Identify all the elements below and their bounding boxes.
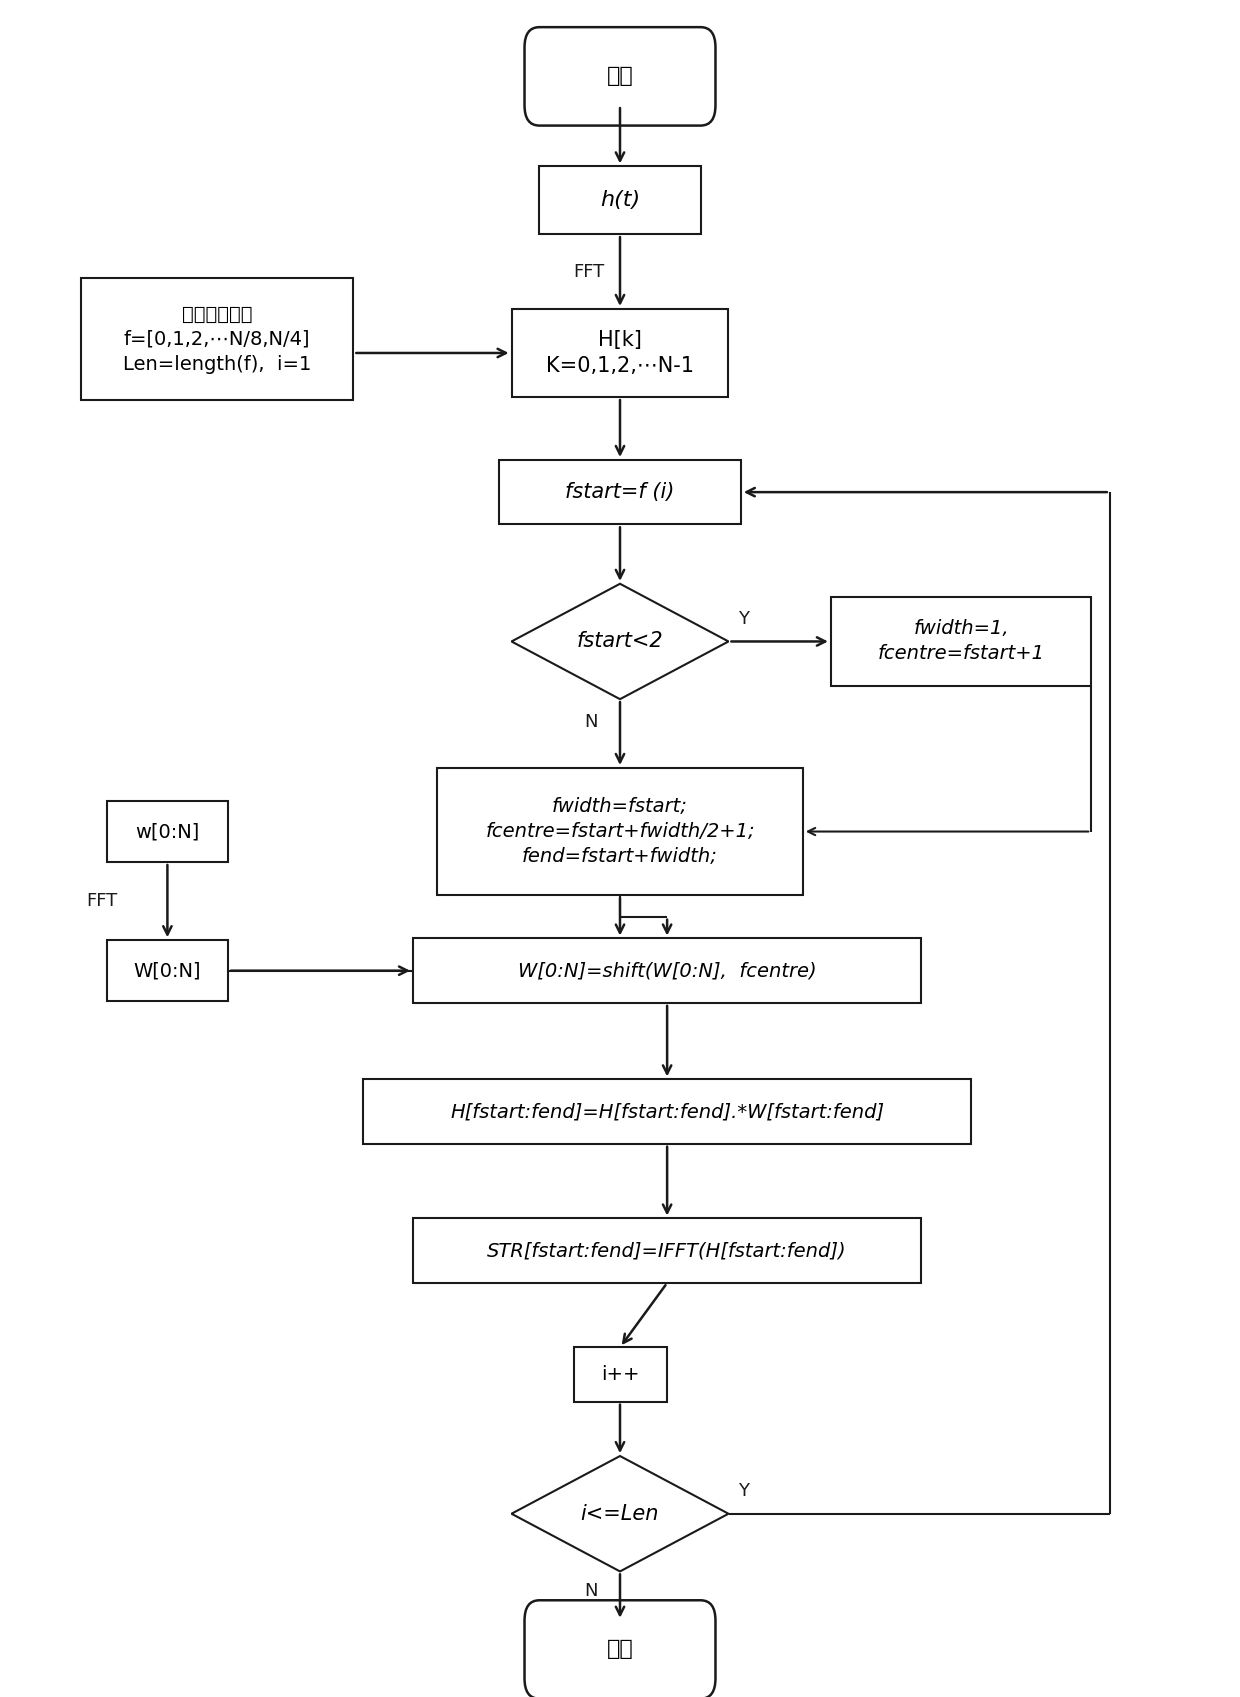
Text: 倍频采样频率
f=[0,1,2,⋯N/8,N/4]
Len=length(f),  i=1: 倍频采样频率 f=[0,1,2,⋯N/8,N/4] Len=length(f),…	[123, 305, 311, 373]
Text: h(t): h(t)	[600, 190, 640, 210]
Text: N: N	[584, 1582, 598, 1600]
Text: 结束: 结束	[606, 1639, 634, 1660]
Text: FFT: FFT	[573, 263, 605, 280]
Text: i<=Len: i<=Len	[580, 1504, 660, 1524]
Text: Y: Y	[739, 609, 749, 628]
Bar	[539, 166, 701, 234]
Text: STR[fstart:fend]=IFFT(H[fstart:fend]): STR[fstart:fend]=IFFT(H[fstart:fend])	[487, 1241, 847, 1261]
Bar	[81, 278, 353, 400]
FancyBboxPatch shape	[525, 1600, 715, 1697]
Bar	[413, 1218, 921, 1283]
Bar	[438, 767, 802, 896]
Bar	[413, 938, 921, 1003]
Bar	[573, 1347, 667, 1402]
Bar	[831, 597, 1091, 686]
Bar	[498, 460, 740, 524]
Text: i++: i++	[600, 1364, 640, 1385]
Text: fwidth=1,
fcentre=fstart+1: fwidth=1, fcentre=fstart+1	[878, 619, 1044, 664]
Bar	[107, 940, 228, 1001]
FancyBboxPatch shape	[525, 27, 715, 126]
Text: H[fstart:fend]=H[fstart:fend].*W[fstart:fend]: H[fstart:fend]=H[fstart:fend].*W[fstart:…	[450, 1101, 884, 1122]
Text: N: N	[584, 713, 598, 731]
Text: fwidth=fstart;
fcentre=fstart+fwidth/2+1;
fend=fstart+fwidth;: fwidth=fstart; fcentre=fstart+fwidth/2+1…	[485, 798, 755, 865]
Polygon shape	[511, 1456, 729, 1571]
Text: 开始: 开始	[606, 66, 634, 87]
Text: W[0:N]: W[0:N]	[134, 961, 201, 981]
Polygon shape	[511, 584, 729, 699]
Bar	[511, 309, 728, 397]
Text: w[0:N]: w[0:N]	[135, 821, 200, 842]
Text: FFT: FFT	[86, 893, 118, 910]
Text: fstart<2: fstart<2	[577, 631, 663, 652]
Bar	[363, 1079, 971, 1144]
Text: W[0:N]=shift(W[0:N],  fcentre): W[0:N]=shift(W[0:N], fcentre)	[518, 961, 816, 981]
Text: Y: Y	[739, 1481, 749, 1500]
Text: H[k]
K=0,1,2,⋯N-1: H[k] K=0,1,2,⋯N-1	[546, 329, 694, 377]
Text: fstart=f (i): fstart=f (i)	[565, 482, 675, 502]
Bar	[107, 801, 228, 862]
